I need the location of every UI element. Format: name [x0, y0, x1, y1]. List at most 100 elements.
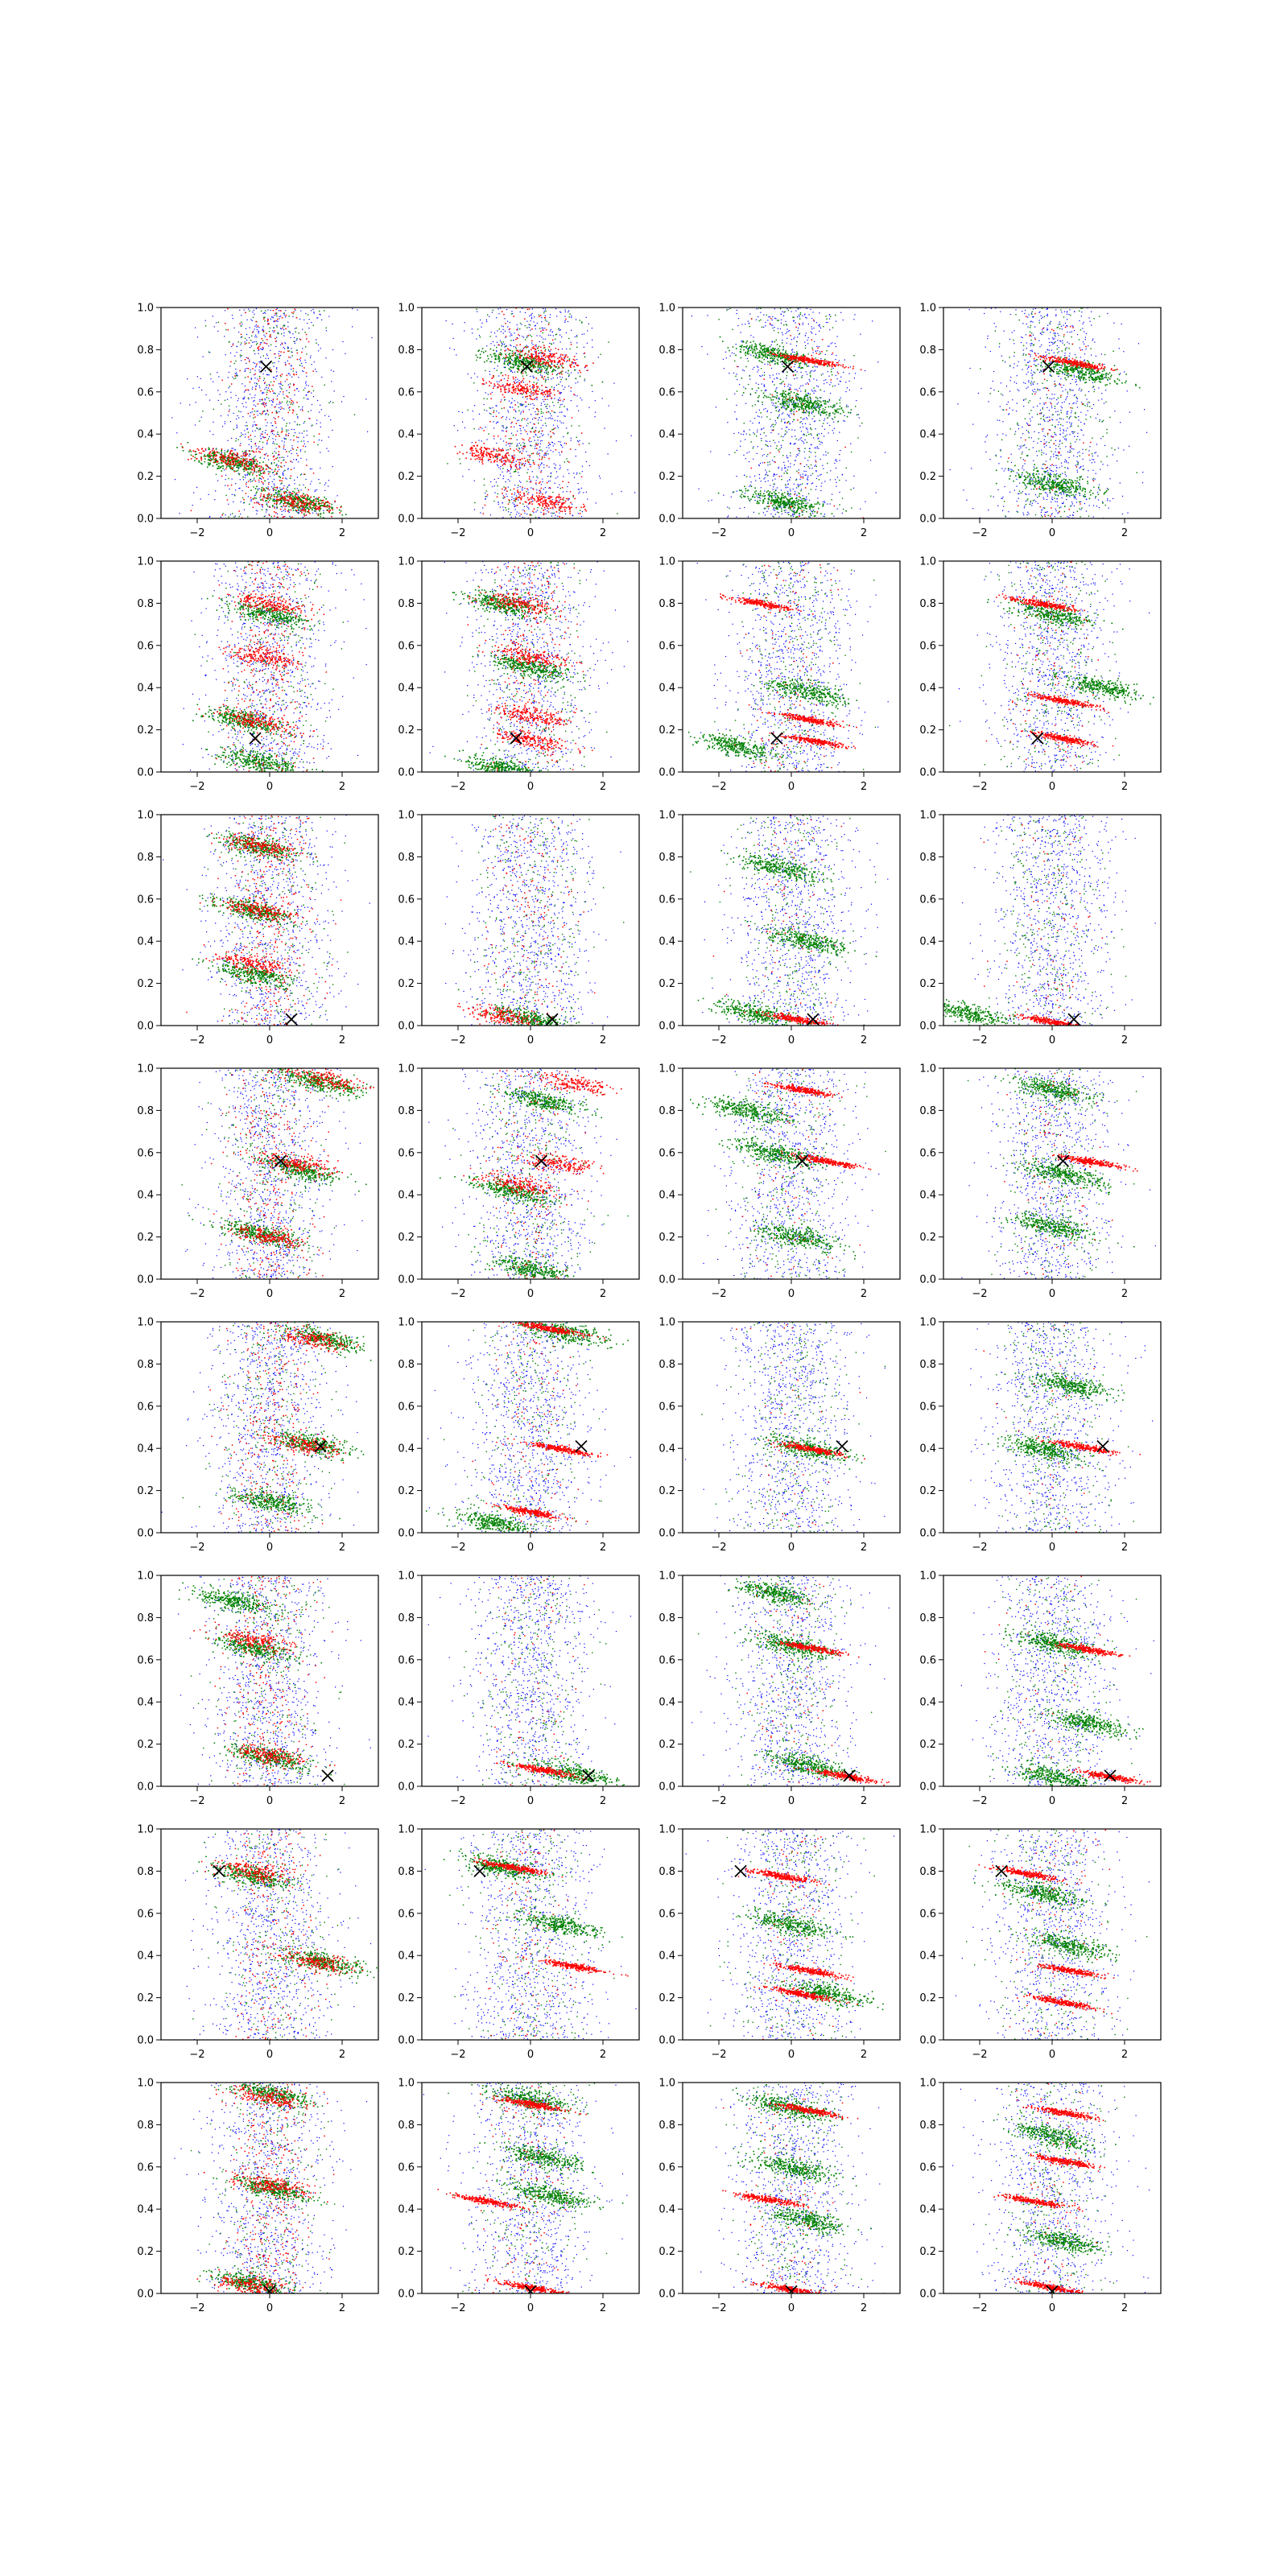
point	[279, 355, 280, 357]
point	[260, 452, 262, 453]
point	[521, 386, 522, 387]
point	[207, 454, 208, 456]
point	[572, 361, 573, 363]
point	[275, 492, 277, 493]
point	[267, 323, 269, 324]
point	[264, 312, 265, 313]
point	[267, 498, 269, 500]
point	[505, 331, 506, 332]
point	[519, 460, 521, 461]
point	[510, 464, 512, 466]
point	[254, 363, 255, 364]
point	[229, 455, 230, 456]
point	[583, 504, 584, 506]
point	[552, 370, 554, 372]
point	[239, 464, 241, 465]
point	[560, 497, 562, 498]
point	[282, 456, 283, 457]
point	[565, 319, 567, 320]
point	[540, 449, 541, 450]
point	[293, 510, 295, 511]
point	[287, 500, 289, 502]
point	[554, 504, 555, 506]
point	[297, 353, 299, 354]
point	[522, 503, 523, 504]
point	[306, 338, 308, 340]
point	[519, 363, 521, 365]
point	[242, 464, 244, 466]
point	[531, 453, 532, 454]
point	[539, 368, 540, 369]
y-tick-label: 1.0	[137, 303, 154, 315]
point	[229, 466, 230, 468]
point	[270, 310, 271, 311]
point	[293, 508, 295, 510]
point	[480, 427, 481, 428]
point	[259, 471, 261, 473]
point	[298, 490, 299, 492]
point	[319, 314, 320, 315]
point	[270, 506, 271, 508]
point	[560, 467, 561, 468]
point	[504, 407, 506, 409]
point	[180, 402, 181, 403]
point	[288, 412, 290, 414]
point	[561, 371, 563, 373]
point	[225, 475, 226, 476]
point	[320, 503, 321, 505]
point	[301, 497, 303, 498]
point	[339, 512, 341, 514]
point	[559, 373, 560, 374]
point	[236, 395, 237, 396]
point	[490, 514, 491, 515]
point	[257, 379, 258, 380]
point	[535, 517, 536, 518]
point	[318, 497, 320, 498]
point	[238, 457, 240, 459]
point	[511, 499, 512, 500]
point	[549, 417, 550, 418]
point	[520, 414, 521, 415]
point	[291, 469, 292, 471]
point	[188, 459, 189, 460]
point	[302, 410, 303, 411]
point	[259, 441, 260, 442]
point	[520, 425, 522, 427]
point	[507, 380, 509, 382]
point	[281, 482, 283, 484]
point	[513, 340, 514, 341]
point	[557, 487, 558, 488]
point	[277, 506, 279, 508]
point	[515, 501, 516, 502]
point	[548, 324, 550, 325]
point	[503, 478, 504, 479]
point	[273, 441, 274, 442]
point	[258, 325, 259, 327]
point	[551, 496, 553, 497]
point	[258, 503, 259, 505]
point	[238, 398, 239, 399]
point	[536, 359, 538, 361]
point	[518, 497, 520, 498]
point	[311, 410, 312, 411]
point	[247, 428, 248, 429]
point	[522, 448, 524, 450]
point	[555, 500, 557, 502]
point	[263, 319, 265, 320]
point	[501, 417, 502, 419]
point	[531, 355, 533, 357]
point	[493, 457, 494, 459]
point	[470, 448, 472, 449]
point	[236, 463, 237, 464]
point	[256, 502, 258, 504]
point	[529, 308, 530, 310]
point	[546, 406, 547, 407]
point	[526, 384, 528, 386]
point	[491, 361, 492, 362]
point	[308, 398, 309, 399]
point	[342, 514, 344, 516]
point	[280, 388, 281, 389]
point	[223, 459, 225, 460]
point	[518, 360, 520, 361]
point	[500, 386, 502, 387]
